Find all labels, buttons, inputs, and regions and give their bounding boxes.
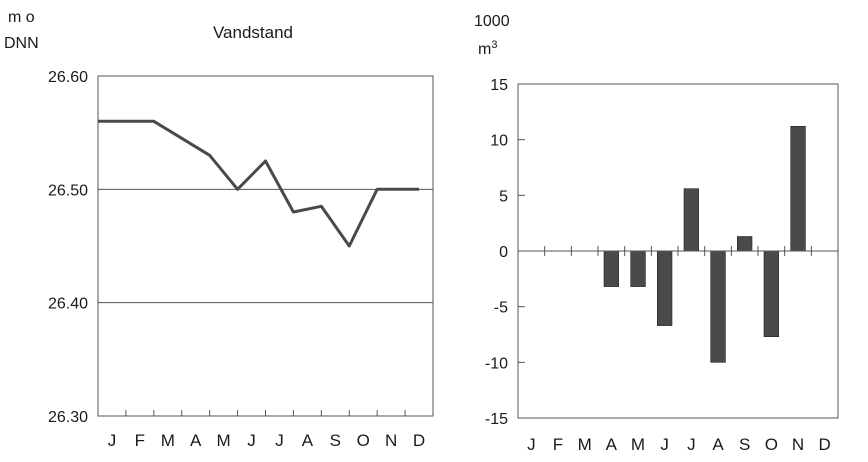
left-x-tick-label: N <box>385 431 397 450</box>
bar-j-6 <box>656 250 673 326</box>
left-x-ticks <box>125 410 406 416</box>
left-y-tick-label: 26.50 <box>48 182 88 199</box>
left-x-tick-label: A <box>190 431 202 450</box>
right-x-tick-label: A <box>712 435 724 454</box>
left-x-tick-label: F <box>135 431 145 450</box>
right-ylabel-unit: m <box>478 41 491 58</box>
right-x-tick-label: J <box>687 435 696 454</box>
right-y-tick-label: 0 <box>499 244 508 261</box>
bar-s-9 <box>736 236 753 252</box>
left-y-tick-label: 26.30 <box>48 409 88 426</box>
right-x-tick-label: N <box>792 435 804 454</box>
left-y-tick-label: 26.40 <box>48 296 88 313</box>
right-bars <box>603 126 806 363</box>
right-x-tick-label: J <box>660 435 669 454</box>
right-y-tick-label: -15 <box>485 411 508 428</box>
right-x-tick-label: M <box>631 435 645 454</box>
bar-m-5 <box>630 250 646 287</box>
water-level-series-line <box>98 119 419 248</box>
left-y-tick-label: 26.60 <box>48 69 88 86</box>
left-x-tick-label: O <box>357 431 370 450</box>
right-y-tick-labels: 15 10 5 0 -5 -10 -15 <box>485 77 508 428</box>
left-x-tick-label: D <box>413 431 425 450</box>
left-ylabel-line-1: m o <box>8 9 35 26</box>
right-x-tick-label: A <box>606 435 618 454</box>
left-x-tick-label: J <box>275 431 284 450</box>
right-x-tick-label: F <box>553 435 563 454</box>
left-gridlines <box>98 188 433 304</box>
bar-n-11 <box>790 126 806 252</box>
right-y-tick-label: -10 <box>485 355 508 372</box>
bar-o-10 <box>763 250 779 337</box>
bar-a-4 <box>603 250 619 287</box>
right-x-ticks <box>544 246 812 256</box>
right-y-tick-label: 5 <box>499 188 508 205</box>
right-x-tick-label: D <box>819 435 831 454</box>
right-ylabel-line-1: 1000 <box>474 13 510 30</box>
right-x-tick-label: S <box>739 435 750 454</box>
bar-j-7 <box>683 188 699 252</box>
left-ylabel-line-2: DNN <box>4 35 39 52</box>
left-x-tick-label: S <box>330 431 341 450</box>
right-ylabel-line-2: m3 <box>478 39 497 58</box>
left-x-tick-label: M <box>161 431 175 450</box>
right-x-tick-label: J <box>527 435 536 454</box>
right-x-tick-label: M <box>578 435 592 454</box>
water-level-chart: m o DNN Vandstand 26.30 26.40 26.50 26.60 J… <box>4 9 434 450</box>
left-x-tick-label: M <box>217 431 231 450</box>
left-x-tick-label: J <box>108 431 117 450</box>
right-ylabel-superscript: 3 <box>491 39 497 51</box>
left-x-tick-label: A <box>302 431 314 450</box>
left-plot-frame <box>97 75 434 417</box>
right-y-tick-label: 15 <box>490 77 508 94</box>
right-y-tick-label: -5 <box>494 300 508 317</box>
bar-a-8 <box>710 250 726 363</box>
right-y-tick-label: 10 <box>490 133 508 150</box>
right-x-tick-label: O <box>765 435 778 454</box>
left-x-tick-label: J <box>247 431 256 450</box>
left-chart-title: Vandstand <box>213 23 293 42</box>
left-y-tick-labels: 26.30 26.40 26.50 26.60 <box>48 69 88 426</box>
